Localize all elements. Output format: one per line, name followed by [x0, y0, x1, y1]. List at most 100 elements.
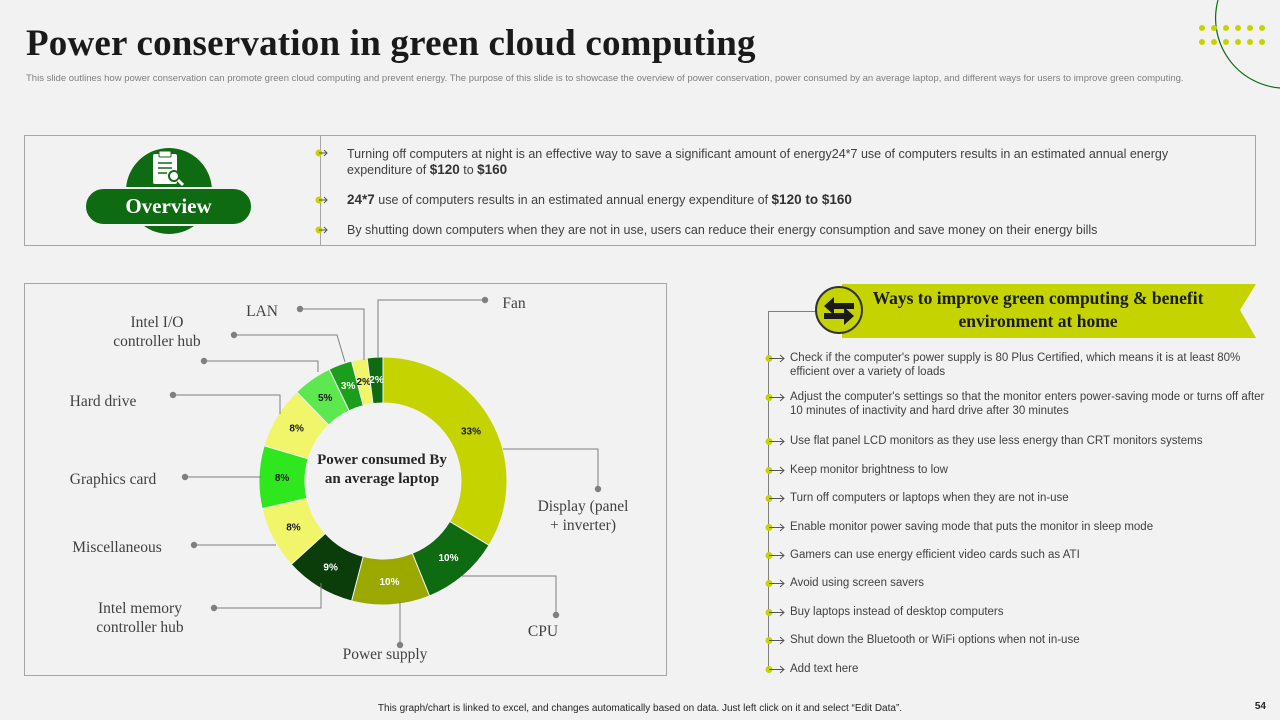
- overview-bullet-3: By shutting down computers when they are…: [347, 223, 1098, 237]
- ways-item-text: Avoid using screen savers: [790, 577, 925, 589]
- ways-item-text: Enable monitor power saving mode that pu…: [790, 521, 1154, 533]
- ways-list-item: Add text here: [764, 662, 1269, 676]
- slice-value-label: 10%: [379, 577, 399, 588]
- ways-icon-circle: [815, 286, 863, 334]
- arrow-bullet-icon: [765, 437, 785, 446]
- exchange-arrows-icon: [824, 297, 854, 325]
- ways-item-text: Add text here: [790, 663, 859, 675]
- slide-title: Power conservation in green cloud comput…: [26, 23, 756, 64]
- category-label: Miscellaneous: [72, 539, 162, 556]
- slice-value-label: 8%: [286, 523, 301, 534]
- overview-bullet-1: Turning off computers at night is an eff…: [347, 147, 1169, 177]
- category-label: Fan: [502, 295, 526, 312]
- leader-line: [503, 448, 599, 489]
- slice-value-label: 33%: [461, 426, 481, 437]
- ways-timeline: [768, 311, 769, 668]
- arrow-bullet-icon: [765, 665, 785, 674]
- leader-line: [204, 360, 319, 372]
- arrow-bullet-icon: [315, 226, 328, 234]
- category-label: Intel I/O controller hub: [113, 314, 201, 350]
- decorative-dots: [1199, 25, 1265, 45]
- category-label: Graphics card: [69, 471, 157, 488]
- leader-dot: [230, 331, 238, 339]
- ways-banner: [842, 284, 1256, 338]
- arrow-bullet-icon: [765, 551, 785, 560]
- leader-line: [173, 394, 281, 414]
- leader-dot: [190, 541, 198, 549]
- leader-dot: [594, 485, 602, 493]
- leader-dot: [296, 305, 304, 313]
- leader-dot: [552, 611, 560, 619]
- slice-value-label: 10%: [438, 553, 458, 564]
- arrow-bullet-icon: [765, 354, 785, 363]
- slide-subtitle: This slide outlines how power conservati…: [26, 73, 1184, 84]
- chart-panel: [24, 283, 667, 676]
- leader-dot: [210, 604, 218, 612]
- slice-value-label: 5%: [318, 393, 333, 404]
- donut-slice: [382, 356, 508, 546]
- slice-value-label: 2%: [356, 377, 371, 388]
- ways-list-item: Shut down the Bluetooth or WiFi options …: [764, 633, 1269, 647]
- ways-list-item: Use flat panel LCD monitors as they use …: [764, 434, 1269, 448]
- ways-item-text: Check if the computer's power supply is …: [790, 352, 1241, 378]
- donut-slice: [366, 356, 384, 405]
- arrow-bullet-icon: [765, 636, 785, 645]
- slice-value-label: 2%: [369, 375, 384, 386]
- leader-line: [214, 583, 322, 609]
- category-label: Power supply: [342, 646, 428, 663]
- ways-list-item: Buy laptops instead of desktop computers: [764, 605, 1269, 619]
- leader-line: [462, 575, 557, 615]
- arrow-bullet-icon: [765, 466, 785, 475]
- arrow-bullet-icon: [765, 608, 785, 617]
- arrow-bullet-icon: [315, 196, 328, 204]
- ways-item-text: Use flat panel LCD monitors as they use …: [790, 435, 1203, 447]
- page-number: 54: [1254, 701, 1266, 712]
- ways-item-text: Gamers can use energy efficient video ca…: [790, 549, 1080, 561]
- category-label: LAN: [246, 303, 278, 320]
- ways-list-item: Gamers can use energy efficient video ca…: [764, 548, 1269, 562]
- ways-list-item: Check if the computer's power supply is …: [764, 351, 1269, 379]
- overview-bullet-2: 24*7 use of computers results in an esti…: [347, 192, 852, 207]
- decorative-arc: [1215, 0, 1280, 89]
- leader-dot: [396, 641, 404, 649]
- slice-value-label: 8%: [275, 473, 290, 484]
- clipboard-search-icon: [153, 150, 185, 187]
- ways-list-item: Enable monitor power saving mode that pu…: [764, 520, 1269, 534]
- category-label: Display (panel + inverter): [537, 498, 629, 534]
- category-label: CPU: [527, 623, 559, 640]
- ways-list-item: Turn off computers or laptops when they …: [764, 491, 1269, 505]
- slice-value-label: 9%: [323, 562, 338, 573]
- ways-item-text: Turn off computers or laptops when they …: [790, 492, 1069, 504]
- arrow-bullet-icon: [765, 393, 785, 402]
- arrow-bullet-icon: [315, 149, 328, 157]
- ways-item-text: Shut down the Bluetooth or WiFi options …: [790, 634, 1080, 646]
- ways-item-text: Keep monitor brightness to low: [790, 464, 948, 476]
- chart-center-title: Power consumed By an average laptop: [317, 452, 447, 487]
- overview-divider: [320, 136, 321, 246]
- leader-dot: [481, 296, 489, 304]
- arrow-bullet-icon: [765, 523, 785, 532]
- leader-line: [234, 334, 346, 363]
- ways-connector: [768, 311, 816, 312]
- arrow-bullet-icon: [765, 579, 785, 588]
- leader-line: [300, 308, 365, 360]
- leader-dot: [181, 473, 189, 481]
- category-label: Intel memory controller hub: [96, 600, 184, 636]
- ways-item-text: Adjust the computer's settings so that t…: [790, 391, 1265, 417]
- ways-list-item: Adjust the computer's settings so that t…: [764, 390, 1269, 418]
- slice-value-label: 8%: [289, 424, 304, 435]
- arrow-bullet-icon: [765, 494, 785, 503]
- ways-title: Ways to improve green computing & benefi…: [872, 288, 1204, 331]
- category-label: Hard drive: [69, 393, 137, 410]
- leader-line: [377, 299, 485, 358]
- overview-panel: Overview Turning off computers at night …: [24, 135, 1256, 246]
- overview-label: Overview: [84, 187, 253, 226]
- slice-value-label: 3%: [341, 381, 356, 392]
- leader-dot: [200, 357, 208, 365]
- footer-note: This graph/chart is linked to excel, and…: [377, 703, 903, 714]
- category-label: Clock: [138, 355, 176, 372]
- leader-dot: [169, 391, 177, 399]
- ways-item-text: Buy laptops instead of desktop computers: [790, 606, 1004, 618]
- ways-list-item: Avoid using screen savers: [764, 576, 1269, 590]
